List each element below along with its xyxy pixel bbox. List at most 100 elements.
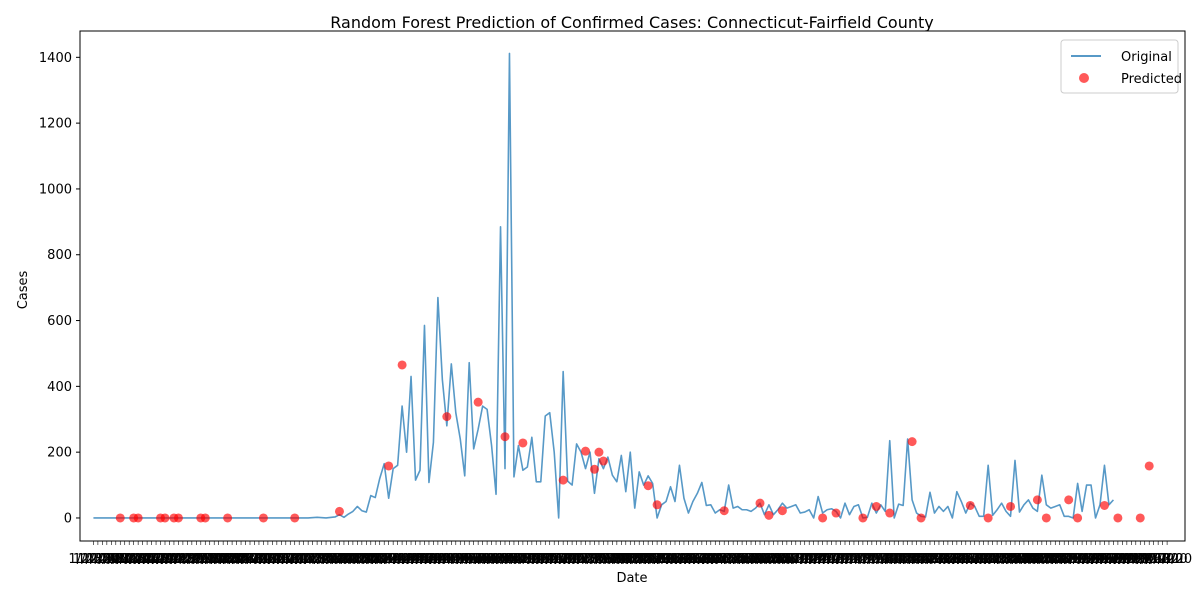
x-tick-label: 7/13/20 [842,552,892,567]
x-tick-label: 6/7/20 [685,552,727,567]
x-tick-label: 6/1/20 [659,552,701,567]
x-tick-label: 6/5/20 [676,552,718,567]
x-tick-label: 8/30/20 [1057,552,1107,567]
x-tick-label: 5/16/20 [583,552,633,567]
x-tick-label: 6/23/20 [753,552,803,567]
x-tick-label: 6/26/20 [766,552,816,567]
x-tick-label: 2/17/20 [185,552,235,567]
x-tick-label: 9/8/20 [1101,552,1143,567]
x-tick-label: 3/31/20 [377,552,427,567]
x-tick-label: 3/3/20 [256,552,298,567]
x-tick-label: 3/30/20 [373,552,423,567]
x-tick-label: 4/24/20 [484,552,534,567]
x-tick-label: 6/25/20 [762,552,812,567]
x-tick-label: 2/15/20 [176,552,226,567]
predicted-point [473,397,483,407]
x-tick-label: 2/12/20 [162,552,212,567]
x-tick-label: 4/15/20 [444,552,494,567]
x-tick-label: 4/30/20 [511,552,561,567]
x-tick-label: 7/14/20 [847,552,897,567]
x-tick-label: 9/15/20 [1129,552,1179,567]
x-tick-label: 8/2/20 [936,552,978,567]
x-tick-label: 7/28/20 [909,552,959,567]
x-tick-label: 3/25/20 [350,552,400,567]
predicted-point [965,500,975,510]
x-tick-label: 4/3/20 [395,552,437,567]
x-tick-label: 2/1/20 [117,552,159,567]
x-tick-label: 5/22/20 [610,552,660,567]
x-tick-label: 4/4/20 [399,552,441,567]
x-tick-label: 2/10/20 [153,552,203,567]
x-tick-label: 8/12/20 [977,552,1027,567]
x-tick-label: 2/19/20 [194,552,244,567]
x-tick-label: 5/11/20 [560,552,610,567]
x-tick-label: 1/30/20 [104,552,154,567]
x-tick-label: 6/20/20 [739,552,789,567]
x-tick-label: 5/5/20 [538,552,580,567]
x-tick-label: 7/30/20 [918,552,968,567]
x-tick-label: 3/21/20 [332,552,382,567]
x-tick-label: 4/22/20 [475,552,525,567]
predicted-point [581,446,591,456]
predicted-point [173,513,183,523]
x-tick-label: 3/29/20 [368,552,418,567]
x-tick-label: 6/2/20 [663,552,705,567]
x-tick-label: 5/6/20 [542,552,584,567]
predicted-point [643,481,653,491]
x-tick-label: 6/22/20 [748,552,798,567]
predicted-point [1099,500,1109,510]
x-tick-label: 8/26/20 [1039,552,1089,567]
x-tick-label: 8/6/20 [954,552,996,567]
x-tick-label: 2/8/20 [149,552,191,567]
x-tick-label: 3/16/20 [310,552,360,567]
predicted-point [1113,513,1123,523]
y-tick-label: 0 [64,511,72,526]
predicted-point [818,513,828,523]
x-tick-label: 9/13/20 [1120,552,1170,567]
predicted-point [518,438,528,448]
y-tick-label: 600 [47,314,72,329]
x-tick-label: 7/29/20 [914,552,964,567]
x-tick-label: 6/18/20 [730,552,780,567]
x-tick-label: 6/30/20 [784,552,834,567]
x-tick-label: 3/13/20 [297,552,347,567]
x-tick-label: 5/29/20 [641,552,691,567]
x-tick-label: 3/12/20 [292,552,342,567]
x-tick-label: 2/29/20 [238,552,288,567]
predicted-point [290,513,300,523]
x-tick-label: 3/10/20 [283,552,333,567]
x-tick-label: 8/25/20 [1035,552,1085,567]
legend-frame [1060,39,1179,94]
x-tick-label: 9/3/20 [1079,552,1121,567]
x-tick-label: 6/3/20 [667,552,709,567]
x-tick-label: 7/9/20 [829,552,871,567]
x-tick-label: 8/10/20 [968,552,1018,567]
x-tick-label: 7/21/20 [878,552,928,567]
x-tick-label: 5/20/20 [601,552,651,567]
x-tick-label: 7/6/20 [815,552,857,567]
x-tick-label: 5/3/20 [529,552,571,567]
x-tick-label: 4/6/20 [408,552,450,567]
x-tick-label: 5/30/20 [645,552,695,567]
x-tick-label: 3/2/20 [251,552,293,567]
x-tick-label: 5/1/20 [520,552,562,567]
x-tick-label: 7/7/20 [820,552,862,567]
predicted-point [258,513,268,523]
x-tick-label: 6/8/20 [690,552,732,567]
x-tick-label: 7/25/20 [896,552,946,567]
x-tick-label: 8/8/20 [963,552,1005,567]
predicted-point [764,510,774,520]
predicted-point [1135,513,1145,523]
predicted-point [1006,501,1016,511]
x-tick-label: 9/7/20 [1097,552,1139,567]
x-tick-label: 4/2/20 [390,552,432,567]
y-axis-title: Cases [16,270,31,309]
x-tick-label: 2/9/20 [153,552,195,567]
predicted-point [916,513,926,523]
x-tick-label: 7/27/20 [905,552,955,567]
x-tick-label: 7/11/20 [833,552,883,567]
x-axis-ticks: 1/22/201/23/201/24/201/25/201/26/201/27/… [68,541,1192,567]
x-tick-label: 3/26/20 [355,552,405,567]
x-tick-label: 8/1/20 [931,552,973,567]
x-tick-label: 4/21/20 [471,552,521,567]
